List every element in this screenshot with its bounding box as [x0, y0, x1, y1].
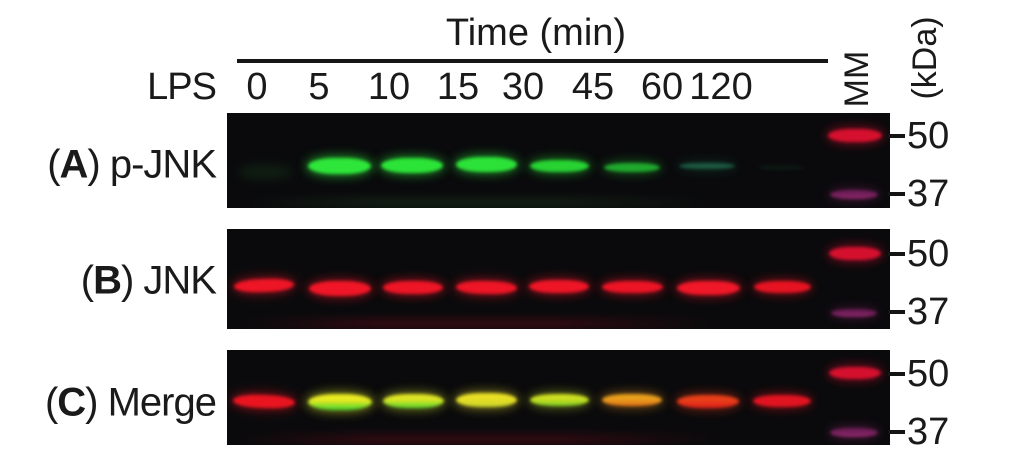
blot-band [382, 394, 444, 408]
panel-letter: C [57, 380, 86, 425]
blot-band [753, 281, 811, 293]
time-axis-title: Time (min) [445, 12, 627, 54]
blot-band [233, 277, 295, 293]
panel-letter-paren: ( [47, 142, 60, 187]
blot-band [829, 246, 881, 260]
marker-tick [888, 252, 905, 256]
blot-band [602, 394, 662, 406]
panel-label: (C) Merge [0, 380, 217, 426]
molecular-weight-marker: 37 [888, 293, 949, 331]
blot-band [529, 394, 589, 406]
panel-target-name: Merge [107, 380, 217, 425]
panel-label: (B) JNK [0, 258, 217, 304]
marker-value: 37 [907, 291, 950, 333]
panel-target-name: p-JNK [109, 142, 217, 187]
blot-band [455, 156, 517, 172]
blot-band [308, 394, 372, 410]
panel-letter-paren: ( [80, 258, 94, 303]
time-point-label: 30 [501, 66, 545, 108]
blot-band [829, 367, 881, 379]
blot-panel-c [227, 350, 890, 445]
time-point-label: 0 [246, 66, 268, 108]
marker-value: 37 [907, 173, 950, 215]
marker-tick [888, 372, 905, 376]
molecular-weight-marker: 37 [888, 175, 949, 213]
molecular-weight-marker: 50 [888, 235, 949, 273]
marker-tick [888, 192, 905, 196]
blot-band [831, 309, 877, 317]
blot-band [753, 395, 811, 407]
marker-value: 50 [907, 233, 950, 275]
panel-label: (A) p-JNK [0, 142, 217, 188]
blot-band [455, 393, 517, 407]
marker-tick [888, 310, 905, 314]
time-point-label: 45 [571, 66, 615, 108]
blot-panel-b [227, 229, 890, 329]
blot-band [455, 279, 517, 295]
time-point-label: 120 [689, 66, 753, 108]
blot-band [679, 163, 735, 169]
time-point-label: 60 [640, 66, 684, 108]
blot-band [676, 281, 740, 295]
blot-band [601, 281, 663, 293]
marker-tick [888, 430, 905, 434]
blot-band [232, 393, 296, 409]
blot-band [604, 162, 660, 172]
blot-band [758, 164, 804, 170]
panel-letter-paren: ( [44, 380, 58, 425]
mm-lane-label: MM [838, 50, 876, 108]
blot-band [529, 279, 589, 293]
panel-letter-paren: ) [85, 380, 98, 425]
molecular-weight-marker: 50 [888, 117, 949, 155]
time-axis-line [237, 59, 828, 63]
blot-band [307, 158, 371, 174]
molecular-weight-marker: 37 [888, 413, 949, 451]
blot-band [529, 160, 589, 172]
blot-band [309, 280, 371, 296]
blot-band [237, 165, 293, 179]
blot-band [828, 128, 882, 142]
time-point-label: 15 [436, 66, 480, 108]
marker-value: 50 [907, 115, 950, 157]
blot-band [677, 394, 739, 408]
panel-letter-paren: ) [120, 258, 134, 303]
panel-letter: B [93, 258, 122, 303]
lps-label: LPS [147, 66, 217, 108]
panel-target-name: JNK [143, 258, 217, 303]
marker-value: 37 [907, 411, 950, 453]
blot-band [830, 427, 878, 437]
time-point-label: 10 [367, 66, 411, 108]
blot-panel-a [227, 113, 890, 208]
time-point-label: 5 [308, 66, 330, 108]
panel-letter-paren: ) [87, 142, 100, 187]
blot-band [383, 280, 443, 294]
panel-letter: A [59, 142, 89, 187]
blot-band [381, 157, 443, 173]
kda-unit-label: (kDa) [906, 16, 944, 100]
marker-tick [888, 134, 905, 138]
blot-band [830, 189, 878, 199]
molecular-weight-marker: 50 [888, 355, 949, 393]
marker-value: 50 [907, 353, 950, 395]
